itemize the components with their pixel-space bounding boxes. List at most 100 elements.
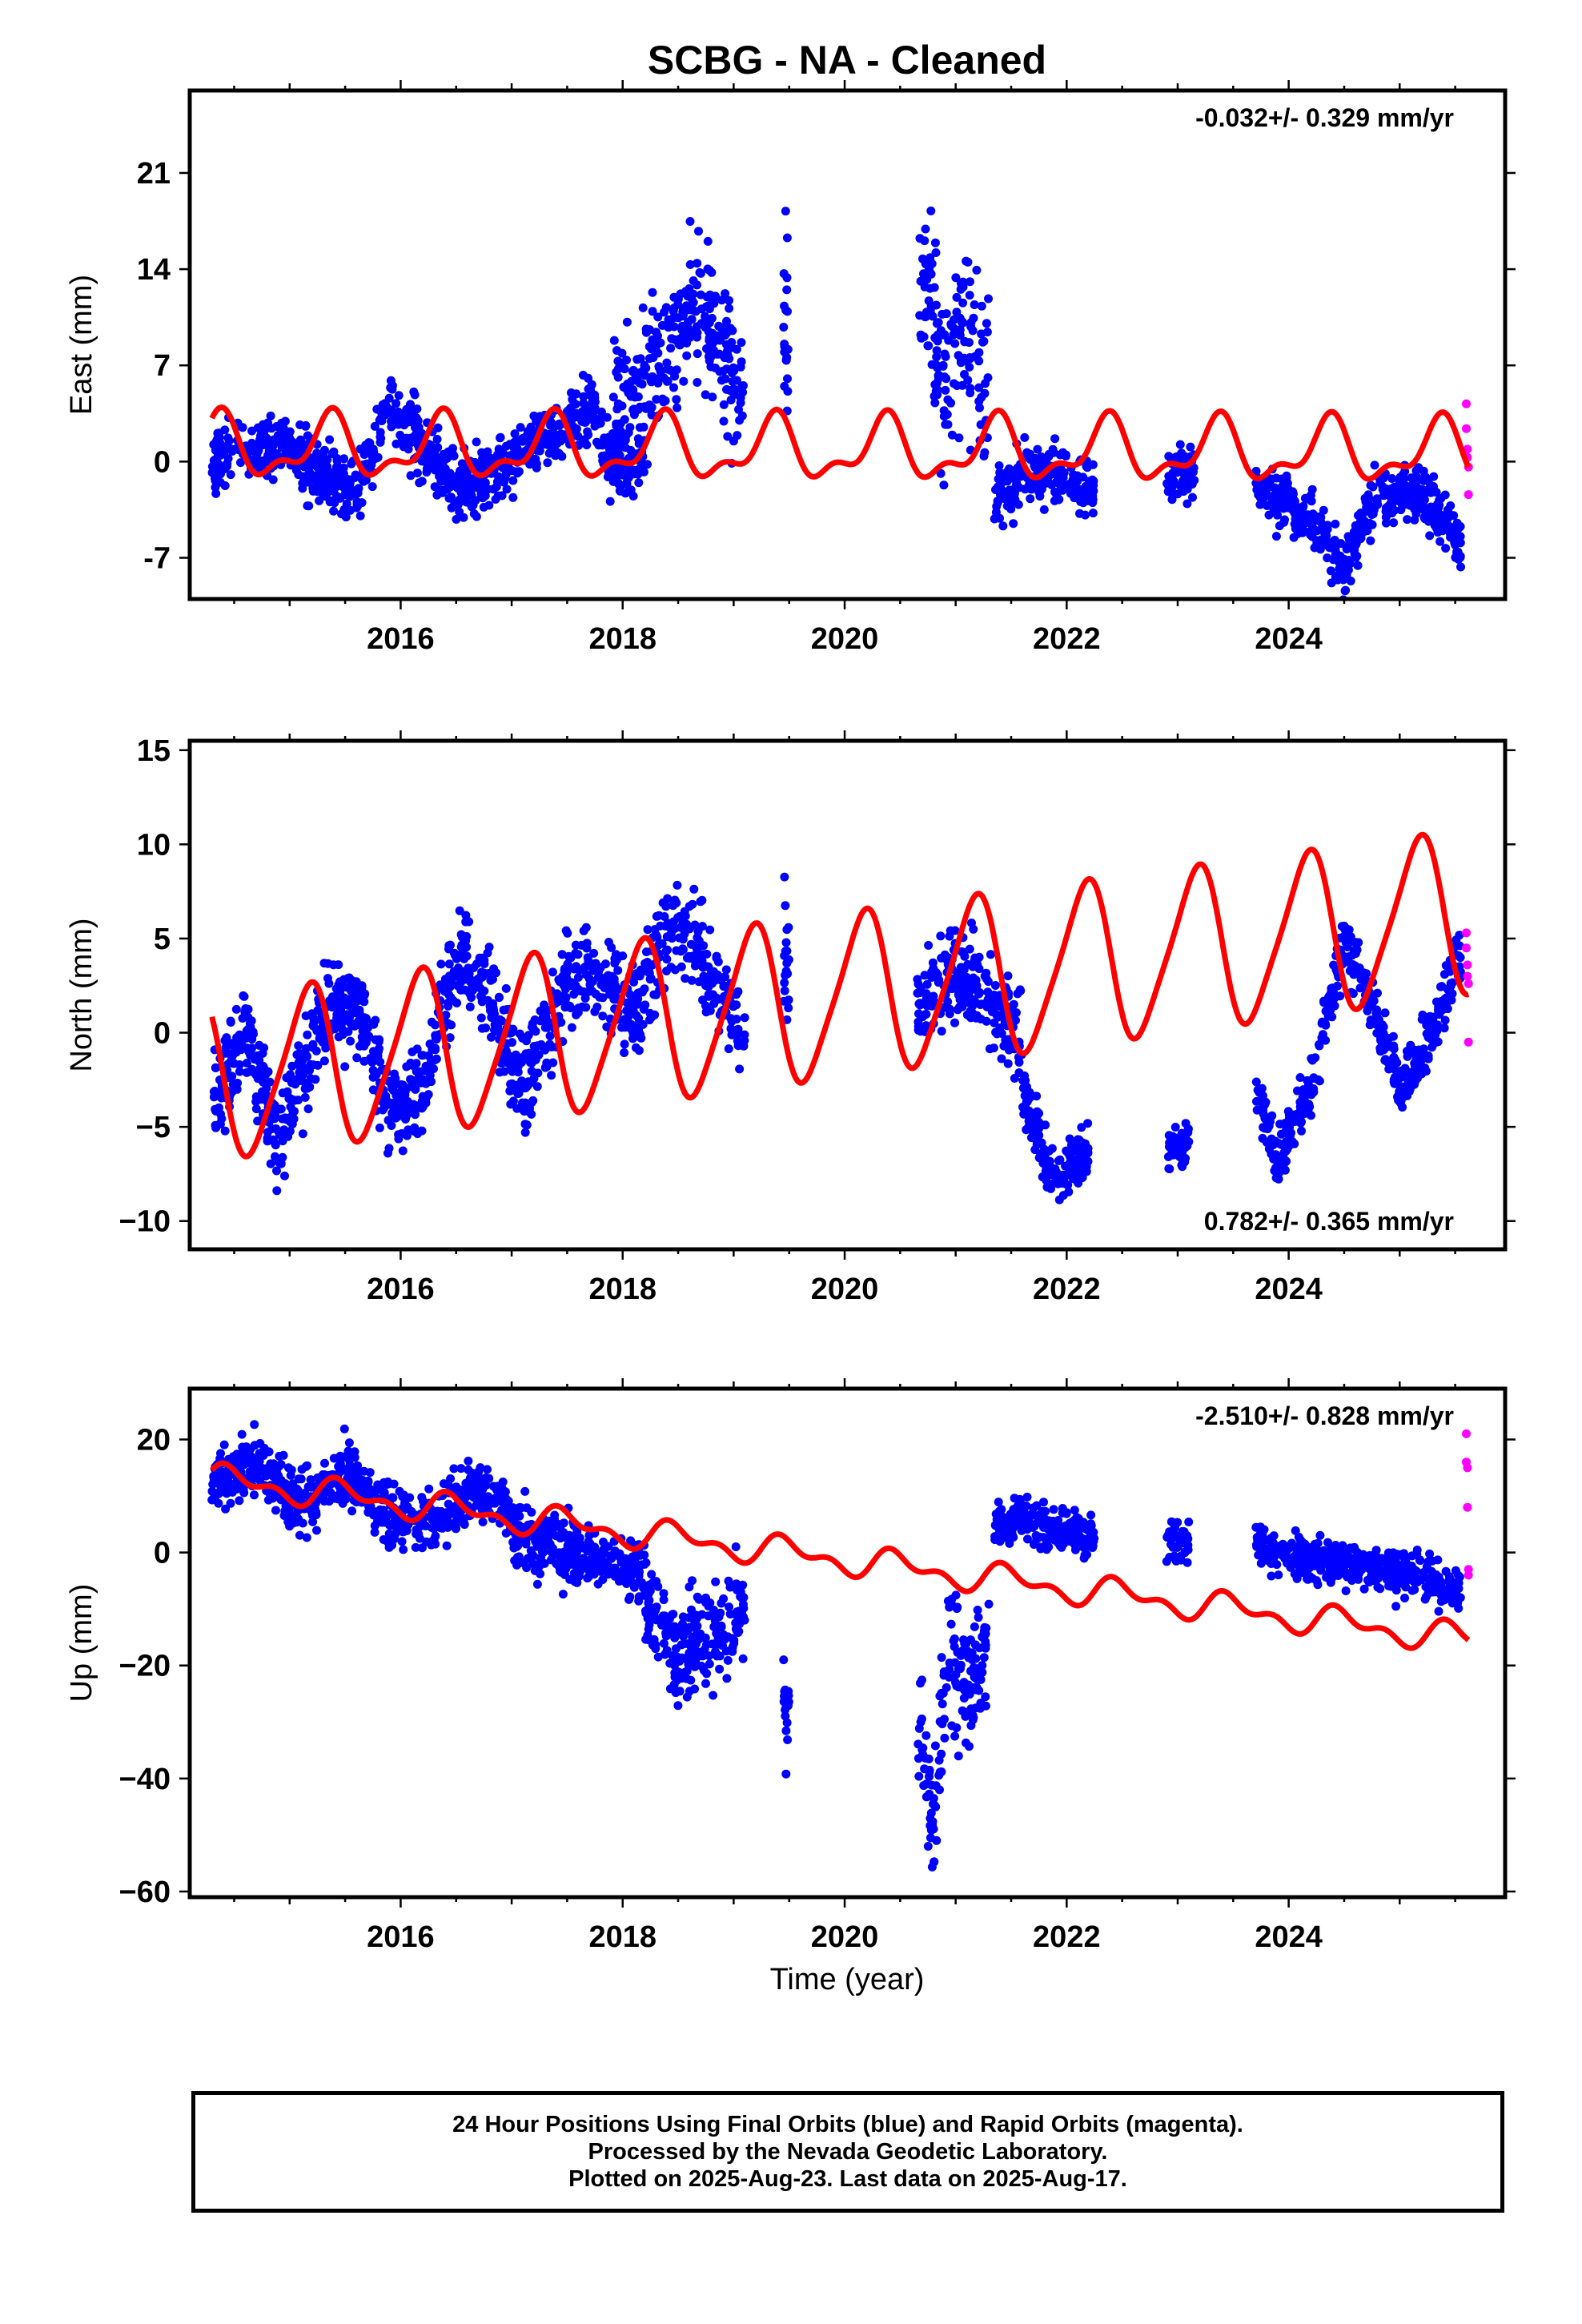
data-point — [580, 435, 589, 444]
data-point — [210, 1087, 219, 1096]
x-tick-label: 2018 — [588, 622, 656, 656]
data-point — [977, 392, 986, 402]
data-point — [461, 471, 471, 480]
data-point — [584, 373, 593, 383]
data-point — [1327, 1012, 1337, 1022]
data-point — [941, 420, 950, 429]
data-point — [478, 454, 488, 463]
data-point — [1163, 1152, 1173, 1161]
data-point — [952, 292, 962, 302]
data-point — [602, 412, 612, 422]
data-point — [292, 1050, 302, 1059]
data-point — [932, 346, 942, 356]
data-point — [640, 984, 649, 994]
data-point — [557, 950, 567, 959]
data-point — [216, 469, 225, 479]
data-point — [1354, 938, 1363, 947]
data-point — [279, 1125, 289, 1135]
data-point — [930, 283, 939, 292]
data-point — [424, 1484, 434, 1494]
data-point — [976, 420, 986, 429]
data-point — [736, 362, 745, 372]
data-point — [916, 983, 926, 993]
data-point — [1307, 518, 1316, 528]
data-point — [1287, 1112, 1297, 1121]
data-point — [406, 471, 416, 480]
data-point — [703, 976, 713, 986]
data-point — [337, 1002, 347, 1011]
data-point — [782, 925, 792, 935]
y-tick-label: 21 — [137, 157, 171, 191]
y-tick-label: 5 — [154, 923, 171, 956]
data-point — [270, 1138, 279, 1148]
data-point — [268, 475, 278, 485]
data-point — [472, 437, 481, 447]
data-point — [1389, 518, 1399, 528]
data-point — [962, 998, 972, 1007]
data-point — [272, 1186, 282, 1196]
data-point — [1327, 997, 1336, 1007]
data-point — [947, 430, 957, 440]
data-point — [576, 413, 585, 423]
data-point — [279, 440, 289, 450]
data-point — [664, 315, 673, 324]
data-point — [725, 296, 733, 305]
data-point — [609, 336, 619, 345]
data-point — [1002, 492, 1012, 501]
data-point — [436, 959, 446, 969]
data-point — [325, 435, 335, 444]
data-point — [605, 497, 615, 506]
data-point — [965, 291, 974, 300]
data-point — [1003, 1059, 1013, 1068]
data-point — [676, 923, 685, 932]
data-point — [653, 331, 662, 340]
data-point — [412, 413, 421, 423]
data-point — [739, 1041, 749, 1051]
data-point — [1453, 538, 1463, 548]
data-point — [247, 1035, 257, 1044]
data-point — [1267, 1111, 1277, 1120]
data-point — [1369, 505, 1379, 515]
data-point — [444, 999, 452, 1007]
data-point — [466, 500, 476, 509]
data-point — [938, 361, 948, 371]
data-point — [339, 1424, 349, 1433]
data-point — [396, 1080, 406, 1089]
data-point — [548, 967, 557, 977]
data-point — [1300, 527, 1310, 537]
data-point — [1178, 1162, 1187, 1172]
data-point — [1396, 1083, 1406, 1092]
data-point — [1069, 470, 1078, 480]
data-point — [545, 432, 555, 441]
data-point — [294, 1041, 303, 1051]
data-point — [659, 373, 669, 383]
data-point — [653, 312, 663, 322]
data-point — [1299, 1100, 1308, 1110]
data-point — [622, 356, 631, 365]
data-point — [512, 468, 522, 478]
data-point — [221, 1043, 231, 1052]
data-point — [1372, 1010, 1382, 1019]
east-final-orbits-series — [207, 206, 1465, 599]
data-point — [973, 960, 982, 970]
data-point — [1452, 935, 1461, 945]
data-point — [579, 398, 588, 408]
data-point — [1042, 1182, 1052, 1192]
data-point — [1446, 531, 1456, 541]
data-point — [359, 997, 369, 1007]
data-point — [960, 370, 969, 379]
rapid-point — [1464, 1037, 1473, 1047]
data-point — [705, 316, 714, 326]
data-point — [783, 387, 793, 396]
data-point — [1340, 935, 1350, 944]
data-point — [977, 301, 986, 311]
data-point — [922, 991, 932, 1000]
data-point — [1083, 1119, 1093, 1128]
data-point — [1300, 1092, 1310, 1101]
data-point — [344, 973, 354, 983]
data-point — [1415, 497, 1425, 506]
data-point — [714, 321, 724, 331]
data-point — [1026, 494, 1035, 504]
